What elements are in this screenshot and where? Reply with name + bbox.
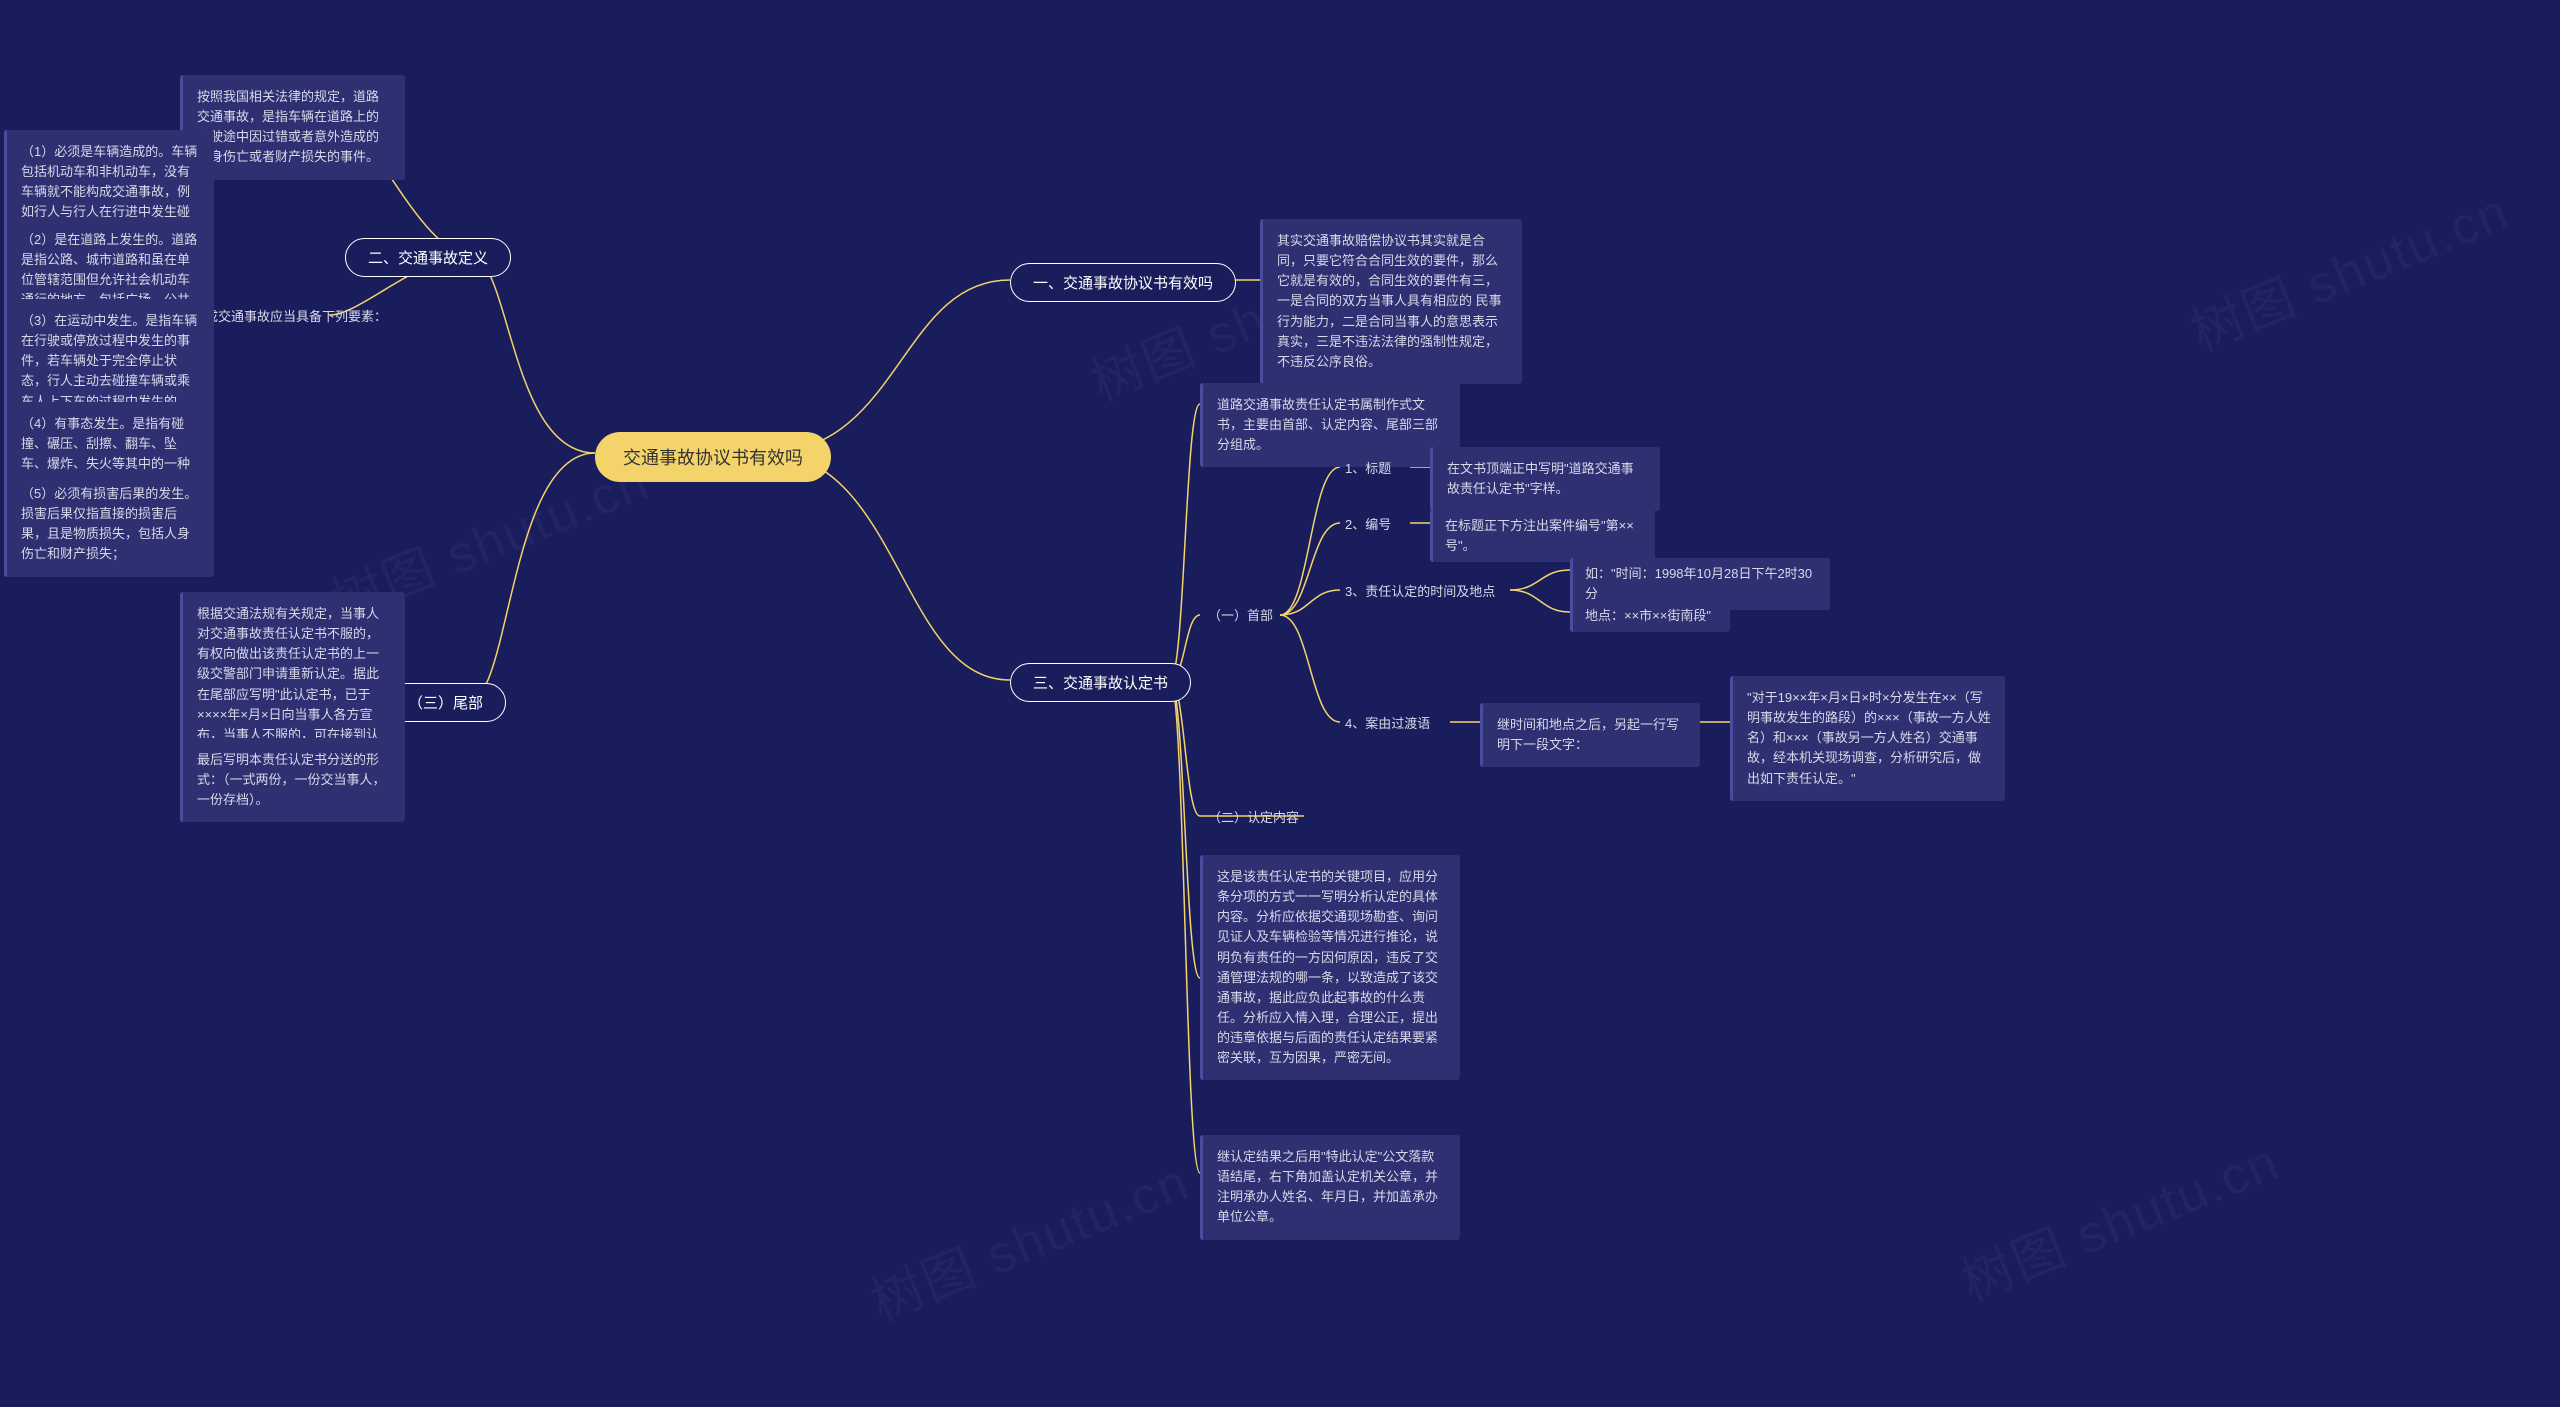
branch-2: 二、交通事故定义	[345, 238, 511, 277]
branch-3-content-end: 继认定结果之后用"特此认定"公文落款语结尾，右下角加盖认定机关公章，并注明承办人…	[1200, 1135, 1460, 1240]
branch-3-content-label: （二）认定内容	[1208, 808, 1299, 828]
center-node: 交通事故协议书有效吗	[595, 432, 831, 482]
head-item3-label: 3、责任认定的时间及地点	[1345, 582, 1495, 602]
branch-1: 一、交通事故协议书有效吗	[1010, 263, 1236, 302]
head-item1-detail: 在文书顶端正中写明"道路交通事故责任认定书"字样。	[1430, 447, 1660, 511]
head-item2-detail: 在标题正下方注出案件编号"第××号"。	[1430, 510, 1655, 562]
watermark: 树图 shutu.cn	[2178, 170, 2519, 366]
head-item3-d2: 地点：××市××街南段"	[1570, 600, 1730, 632]
head-item4-mid: 继时间和地点之后，另起一行写明下一段文字：	[1480, 703, 1700, 767]
branch-2-elements-label: 构成交通事故应当具备下列要素：	[192, 307, 387, 327]
branch-3: 三、交通事故认定书	[1010, 663, 1191, 702]
branch-3-head-label: （一）首部	[1208, 606, 1273, 626]
head-item4-label: 4、案由过渡语	[1345, 714, 1430, 734]
head-item4-detail: "对于19××年×月×日×时×分发生在××（写明事故发生的路段）的×××（事故一…	[1730, 676, 2005, 801]
branch-3-intro: 道路交通事故责任认定书属制作式文书，主要由首部、认定内容、尾部三部分组成。	[1200, 383, 1460, 467]
head-item2-label: 2、编号	[1345, 515, 1391, 535]
watermark: 树图 shutu.cn	[858, 1140, 1199, 1336]
branch-2-e5: （5）必须有损害后果的发生。损害后果仅指直接的损害后果，且是物质损失，包括人身伤…	[4, 472, 214, 577]
head-item1-label: 1、标题	[1345, 459, 1391, 479]
watermark: 树图 shutu.cn	[1948, 1120, 2289, 1316]
branch-3-content-detail: 这是该责任认定书的关键项目，应用分条分项的方式一一写明分析认定的具体内容。分析应…	[1200, 855, 1460, 1080]
branch-4-d2: 最后写明本责任认定书分送的形式：（一式两份，一份交当事人，一份存档）。	[180, 738, 405, 822]
branch-1-detail: 其实交通事故赔偿协议书其实就是合同，只要它符合合同生效的要件，那么它就是有效的，…	[1260, 219, 1522, 384]
